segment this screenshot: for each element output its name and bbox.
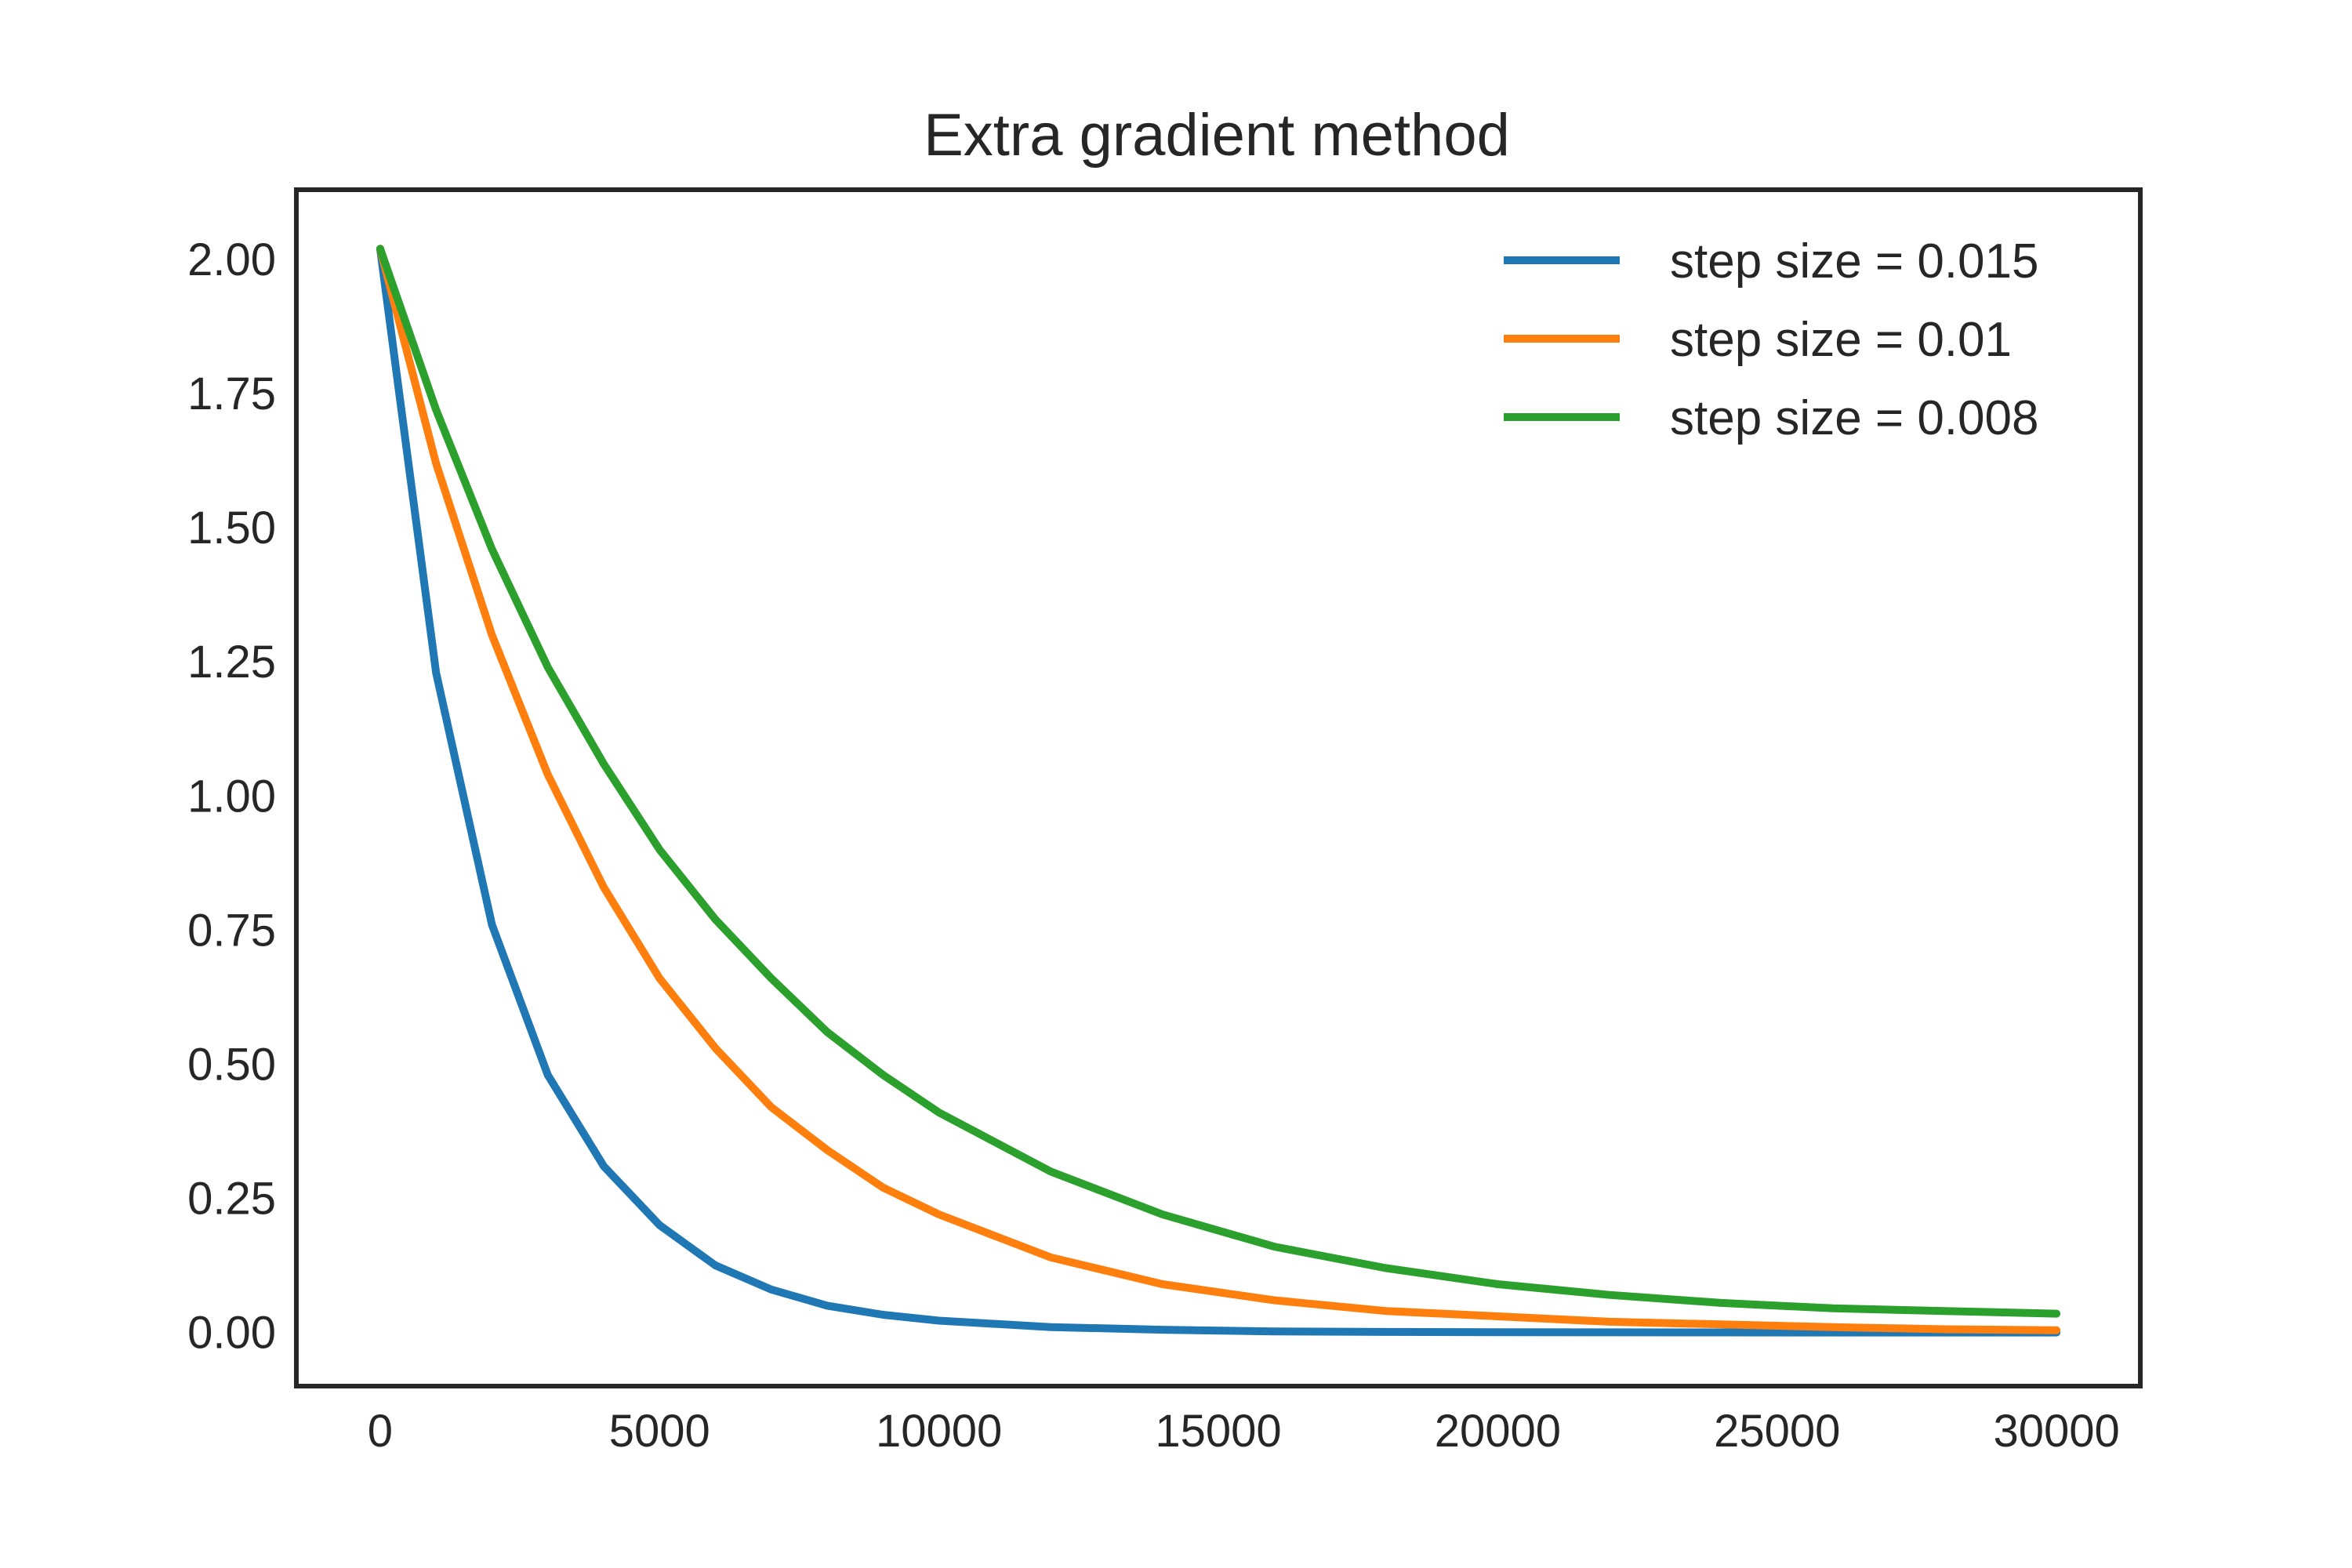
y-tick-label: 1.00 bbox=[187, 771, 276, 822]
y-tick-label: 0.75 bbox=[187, 905, 276, 956]
plot-frame bbox=[294, 187, 2143, 1388]
chart-title: Extra gradient method bbox=[924, 102, 1510, 169]
series-layer bbox=[376, 245, 2061, 1337]
legend: step size = 0.015 step size = 0.01 step si… bbox=[1504, 234, 2038, 445]
x-tick-label: 10000 bbox=[876, 1406, 1002, 1457]
y-tick-label: 1.75 bbox=[187, 368, 276, 419]
x-tick-label: 20000 bbox=[1435, 1406, 1561, 1457]
x-tick-label: 30000 bbox=[1993, 1406, 2119, 1457]
x-tick-label: 25000 bbox=[1714, 1406, 1840, 1457]
series-line-1 bbox=[376, 245, 2061, 1334]
legend-label-0: step size = 0.015 bbox=[1670, 234, 2038, 289]
x-tick-label: 5000 bbox=[609, 1406, 710, 1457]
y-tick-label: 1.50 bbox=[187, 503, 276, 554]
x-axis-ticks: 0 5000 10000 15000 20000 25000 30000 bbox=[368, 1406, 2120, 1457]
y-tick-label: 2.00 bbox=[187, 234, 276, 285]
x-tick-label: 0 bbox=[368, 1406, 393, 1457]
y-tick-label: 0.25 bbox=[187, 1173, 276, 1224]
series-line-2 bbox=[376, 245, 2061, 1318]
legend-label-1: step size = 0.01 bbox=[1670, 313, 2012, 367]
y-tick-label: 0.50 bbox=[187, 1039, 276, 1090]
y-tick-label: 0.00 bbox=[187, 1308, 276, 1359]
y-axis-ticks: 0.00 0.25 0.50 0.75 1.00 1.25 1.50 1.75 2.00 bbox=[187, 234, 276, 1359]
legend-label-2: step size = 0.008 bbox=[1670, 391, 2038, 445]
x-tick-label: 15000 bbox=[1155, 1406, 1281, 1457]
y-tick-label: 1.25 bbox=[187, 637, 276, 688]
series-line-0 bbox=[376, 245, 2061, 1337]
